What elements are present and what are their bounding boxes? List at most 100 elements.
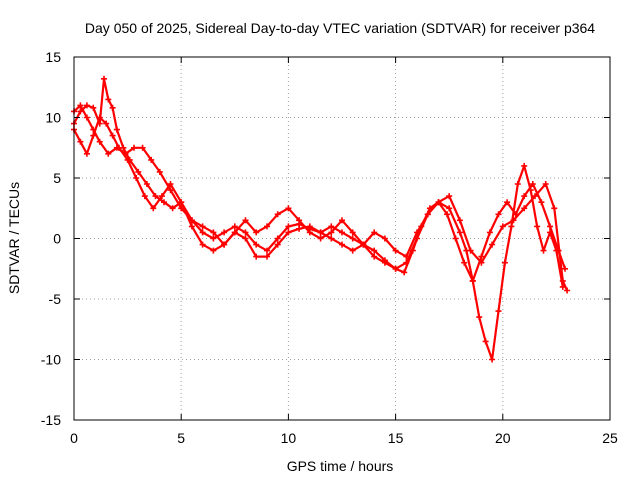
data-point [501,259,508,266]
data-point [360,241,367,248]
data-point [143,181,150,187]
data-point [83,114,90,121]
data-point [90,104,97,111]
data-point [231,223,238,230]
y-tick-label: 0 [53,231,61,247]
data-point [242,217,249,224]
data-point [83,150,90,157]
data-point [306,223,313,230]
data-point [414,229,420,236]
data-point [199,229,206,236]
grid [74,57,610,420]
data-point [540,247,547,254]
data-point [139,144,146,151]
data-point [328,229,335,236]
data-point [371,253,378,260]
data-point [264,253,270,260]
data-point [221,241,228,248]
data-point [403,253,410,260]
data-point [264,247,270,254]
data-point [264,223,270,230]
data-point [521,193,528,200]
data-point [306,229,313,236]
y-tick-label: -5 [49,291,62,307]
data-point [96,114,103,121]
data-point [150,205,157,212]
x-tick-label: 0 [70,430,78,446]
data-point [317,235,324,242]
data-point [495,211,502,218]
data-point [542,181,549,187]
data-point [274,241,281,248]
data-point [424,211,431,218]
x-axis-label: GPS time / hours [287,458,394,474]
data-point [521,205,528,212]
y-tick-label: 10 [45,110,61,126]
data-point [339,229,345,236]
data-point [221,229,228,236]
data-point [158,193,165,200]
data-point [349,247,356,254]
data-point [510,217,517,224]
data-point [169,205,176,212]
data-point [562,265,568,272]
data-point [101,75,107,82]
data-point [109,132,116,139]
data-point [105,150,112,157]
data-point [210,247,217,254]
series-line [72,116,569,292]
data-point [559,277,566,284]
data-point [547,229,553,236]
data-point [489,241,496,248]
data-point [152,193,159,200]
data-point [77,138,84,145]
data-point [116,144,122,151]
data-point [349,229,356,236]
data-point [253,253,260,260]
data-point [534,223,541,230]
data-point [564,287,571,294]
data-point [482,338,489,345]
data-point [514,181,521,187]
data-point [371,247,378,254]
data-point [167,187,174,194]
data-point [452,235,459,242]
data-point [456,229,463,236]
data-series [71,75,571,363]
x-tick-label: 20 [495,430,511,446]
data-point [371,229,378,236]
y-tick-label: 15 [45,49,61,65]
data-point [242,235,249,242]
data-point [109,104,116,111]
axes: 0 5 10 15 20 25 -15 -10 -5 0 5 10 15 [41,49,618,446]
data-point [489,356,496,363]
data-point [141,193,148,200]
data-point [317,229,324,236]
data-point [446,193,453,200]
data-point [231,229,238,236]
data-point [461,259,468,266]
data-point [504,199,511,206]
data-point [285,229,292,236]
data-point [210,235,217,242]
data-point [77,102,84,109]
data-point [478,259,485,266]
data-point [435,199,442,206]
data-point [296,225,303,232]
data-point [253,229,260,236]
data-point [392,247,399,254]
x-tick-label: 15 [388,430,404,446]
data-point [476,314,483,321]
data-point [401,269,408,276]
data-point [161,199,167,206]
data-point [253,241,260,248]
data-point [486,229,493,236]
data-point [156,168,163,175]
series-line [72,104,564,361]
x-tick-label: 25 [602,430,618,446]
data-point [381,259,388,266]
y-tick-label: -10 [41,352,61,368]
data-point [538,199,545,206]
data-point [274,211,281,218]
